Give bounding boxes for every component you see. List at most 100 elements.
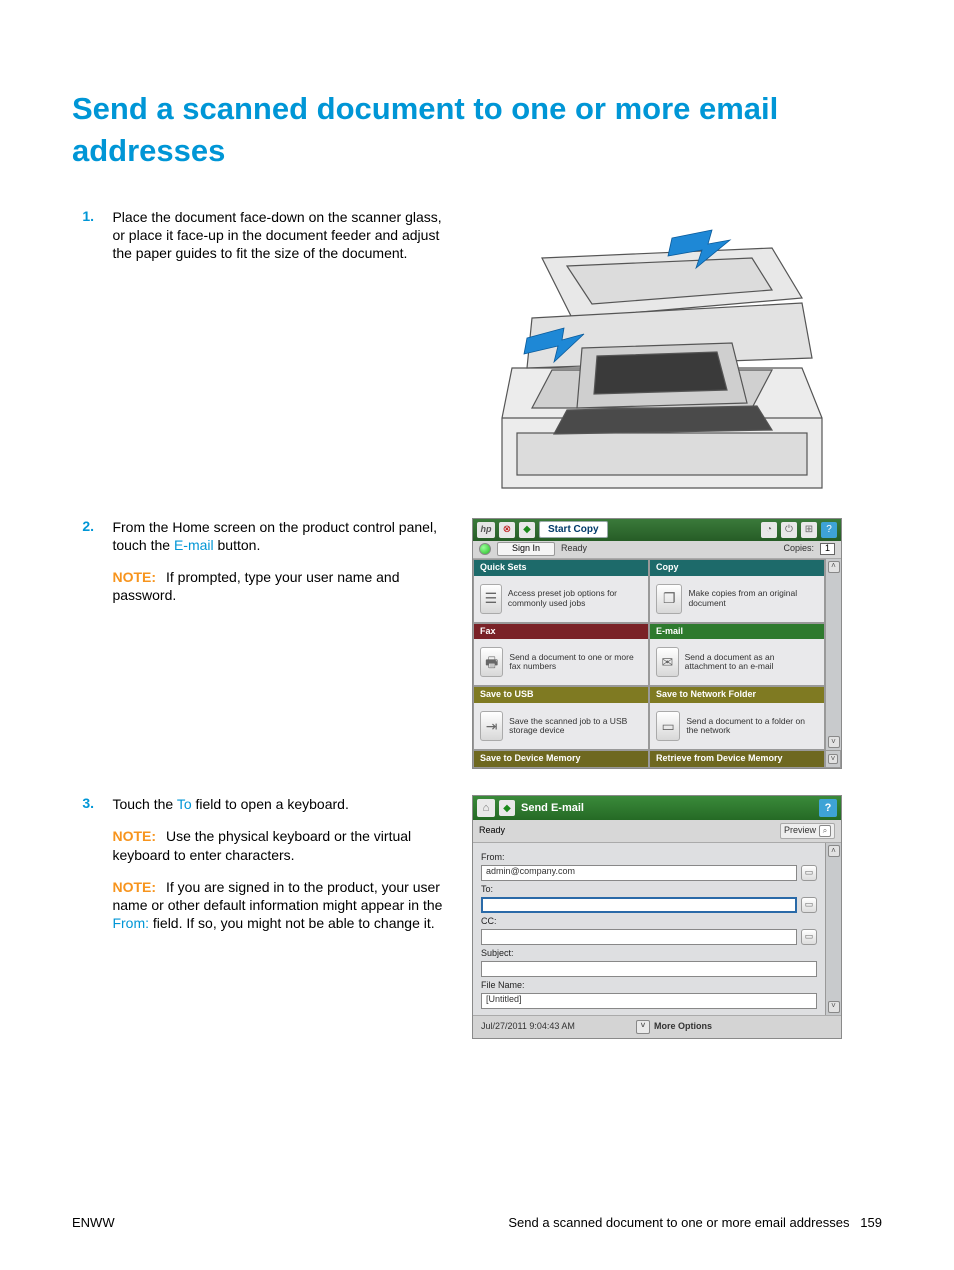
sign-in-button[interactable]: Sign In (497, 542, 555, 556)
send-start-icon[interactable]: ◆ (499, 800, 515, 816)
tile-email-desc: Send a document as an attachment to an e… (685, 653, 818, 673)
step-2-textpart-0: From the Home screen on the product cont… (112, 519, 437, 553)
tile-quick-sets-header: Quick Sets (474, 560, 648, 576)
tile-network-folder-desc: Send a document to a folder on the netwo… (686, 717, 818, 737)
tile-fax-header: Fax (474, 624, 648, 640)
start-icon[interactable]: ◆ (519, 522, 535, 538)
cc-addressbook-icon[interactable]: ▭ (801, 929, 817, 945)
power-icon[interactable]: ⏻ (781, 522, 797, 538)
ready-label: Ready (561, 544, 587, 554)
scroll-down-icon[interactable]: ˅ (828, 736, 840, 748)
folder-icon: ▭ (656, 711, 680, 741)
hp-logo-icon: hp (477, 522, 495, 538)
help-icon[interactable]: ? (819, 799, 837, 817)
step-3-note-2: NOTE:If you are signed in to the product… (112, 878, 452, 933)
step-1-text: Place the document face-down on the scan… (112, 208, 452, 263)
filename-label: File Name: (481, 981, 817, 991)
magnifier-icon: ⌕ (819, 825, 831, 837)
fax-icon: 🖶 (480, 647, 503, 677)
more-options-label: More Options (654, 1022, 712, 1032)
from-addressbook-icon[interactable]: ▭ (801, 865, 817, 881)
page-number: 159 (860, 1215, 882, 1230)
network-icon[interactable]: ⊞ (801, 522, 817, 538)
step-2-note-1: NOTE:If prompted, type your user name an… (112, 568, 452, 604)
email-scroll-down-icon[interactable]: ˅ (828, 1001, 840, 1013)
stop-icon[interactable]: ⊗ (499, 522, 515, 538)
to-field[interactable] (481, 897, 797, 913)
tile-save-usb[interactable]: Save to USB ⇥ Save the scanned job to a … (473, 686, 649, 750)
home-icon[interactable]: ⌂ (477, 799, 495, 817)
copy-icon: ❐ (656, 584, 682, 614)
home-subbar: Sign In Ready Copies: 1 (473, 541, 841, 559)
cc-field[interactable] (481, 929, 797, 945)
filename-field[interactable]: [Untitled] (481, 993, 817, 1009)
step-1-row: 1. Place the document face-down on the s… (72, 208, 882, 508)
status-dot-icon (479, 543, 491, 555)
tile-fax-desc: Send a document to one or more fax numbe… (509, 653, 642, 673)
tile-network-folder-header: Save to Network Folder (650, 687, 824, 703)
note-label: NOTE: (112, 828, 156, 844)
scroll-down-bottom-icon[interactable]: ˅ (828, 754, 838, 764)
copies-value[interactable]: 1 (820, 543, 835, 555)
step-3-text: Touch the To field to open a keyboard. N… (112, 795, 452, 932)
step-3-textpart-0: Touch the (112, 796, 176, 812)
tile-save-device-memory[interactable]: Save to Device Memory (473, 750, 649, 768)
chevron-down-icon: ˅ (636, 1020, 650, 1034)
quick-sets-icon: ☰ (480, 584, 502, 614)
preview-label: Preview (784, 826, 816, 836)
from-field[interactable]: admin@company.com (481, 865, 797, 881)
step-3-to-link: To (177, 796, 192, 812)
tile-grid: Quick Sets ☰ Access preset job options f… (473, 559, 841, 751)
cc-label: CC: (481, 917, 817, 927)
tile-quick-sets-desc: Access preset job options for commonly u… (508, 589, 642, 609)
email-status-bar: Ready Preview ⌕ (473, 820, 841, 843)
subject-field[interactable] (481, 961, 817, 977)
note-text: Use the physical keyboard or the virtual… (112, 828, 411, 862)
tile-copy-desc: Make copies from an original document (688, 589, 818, 609)
help-icon[interactable]: ? (821, 522, 837, 538)
start-copy-button[interactable]: Start Copy (539, 521, 608, 538)
step-2-text: From the Home screen on the product cont… (112, 518, 452, 605)
note-text-a: If you are signed in to the product, you… (112, 879, 442, 913)
step-3-row: 3. Touch the To field to open a keyboard… (72, 795, 882, 1038)
note-from-link: From: (112, 915, 149, 931)
footer-section-title: Send a scanned document to one or more e… (508, 1215, 849, 1230)
note-label: NOTE: (112, 569, 156, 585)
email-form: From: admin@company.com ▭ To: ▭ CC: ▭ (473, 843, 825, 1014)
tile-fax[interactable]: Fax 🖶 Send a document to one or more fax… (473, 623, 649, 687)
usb-icon: ⇥ (480, 711, 503, 741)
tile-copy-header: Copy (650, 560, 824, 576)
email-ready-label: Ready (479, 826, 505, 836)
step-2-number: 2. (72, 518, 108, 534)
tile-save-usb-header: Save to USB (474, 687, 648, 703)
to-label: To: (481, 885, 817, 895)
email-timestamp: Jul/27/2011 9:04:43 AM (481, 1022, 575, 1032)
preview-button[interactable]: Preview ⌕ (780, 823, 835, 839)
footer-left: ENWW (72, 1215, 115, 1230)
tile-retrieve-device-memory[interactable]: Retrieve from Device Memory (649, 750, 825, 768)
note-text-b: field. If so, you might not be able to c… (149, 915, 435, 931)
tile-scrollbar[interactable]: ˄ ˅ (825, 559, 841, 751)
step-3-note-1: NOTE:Use the physical keyboard or the vi… (112, 827, 452, 863)
tile-email[interactable]: E-mail ✉ Send a document as an attachmen… (649, 623, 825, 687)
tile-quick-sets[interactable]: Quick Sets ☰ Access preset job options f… (473, 559, 649, 623)
home-screen-panel: hp ⊗ ◆ Start Copy ◔ ⏻ ⊞ ? Sign In Ready … (472, 518, 842, 770)
to-addressbook-icon[interactable]: ▭ (801, 897, 817, 913)
tile-copy[interactable]: Copy ❐ Make copies from an original docu… (649, 559, 825, 623)
scroll-up-icon[interactable]: ˄ (828, 561, 840, 573)
step-1-number: 1. (72, 208, 108, 224)
step-2-textpart-2: button. (214, 537, 261, 553)
email-topbar: ⌂ ◆ Send E-mail ? (473, 796, 841, 820)
email-footer: Jul/27/2011 9:04:43 AM ˅ More Options (473, 1015, 841, 1038)
more-options-button[interactable]: ˅ More Options (636, 1020, 712, 1034)
page-title: Send a scanned document to one or more e… (72, 88, 882, 172)
from-label: From: (481, 853, 817, 863)
email-scroll-up-icon[interactable]: ˄ (828, 845, 840, 857)
tile-network-folder[interactable]: Save to Network Folder ▭ Send a document… (649, 686, 825, 750)
send-email-panel: ⌂ ◆ Send E-mail ? Ready Preview ⌕ From: … (472, 795, 842, 1038)
email-scrollbar[interactable]: ˄ ˅ (825, 843, 841, 1014)
clock-icon[interactable]: ◔ (761, 522, 777, 538)
step-2-row: 2. From the Home screen on the product c… (72, 518, 882, 770)
bottom-header-row: Save to Device Memory Retrieve from Devi… (473, 750, 841, 768)
printer-illustration (472, 208, 842, 508)
